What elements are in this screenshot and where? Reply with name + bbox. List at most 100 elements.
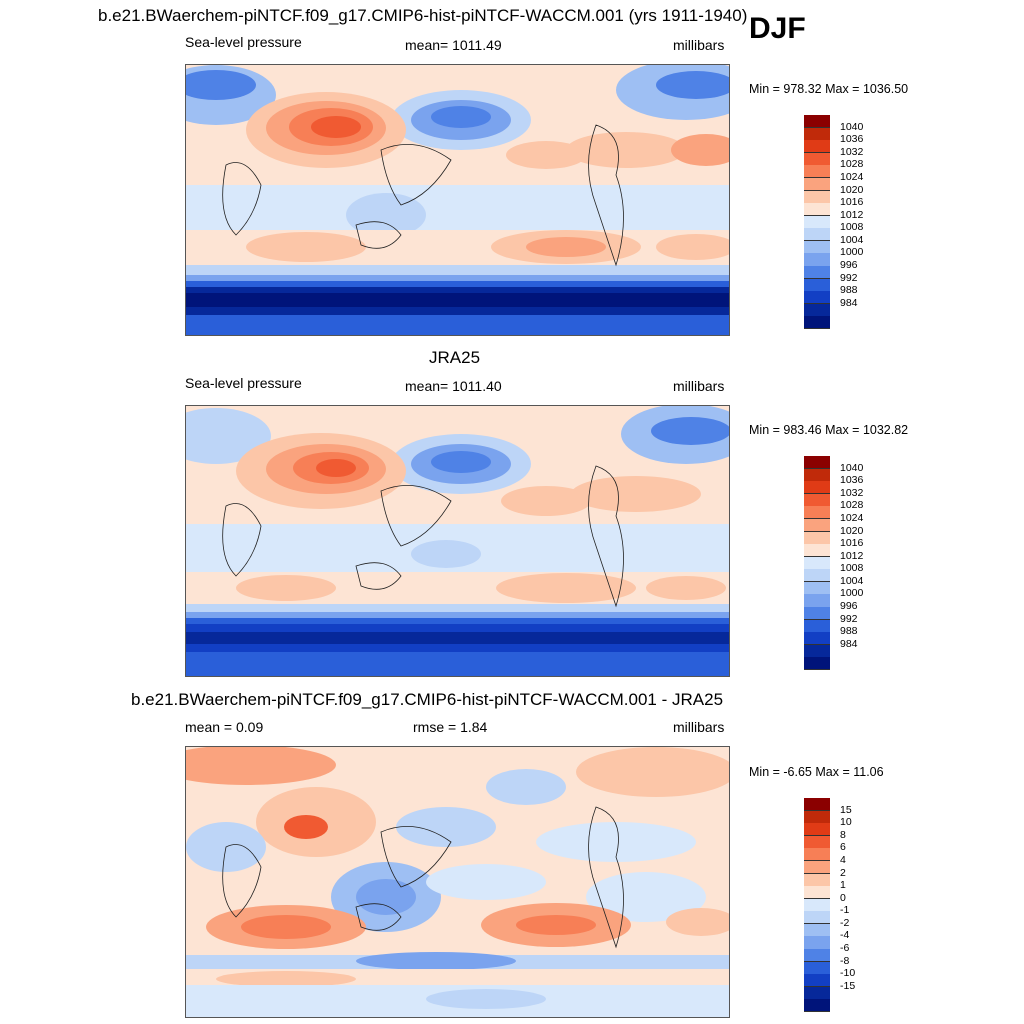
coastline <box>588 465 624 608</box>
coastline <box>588 124 624 267</box>
colorbar-box <box>804 898 830 912</box>
blob <box>186 747 336 785</box>
colorbar-label: -2 <box>840 916 850 929</box>
band <box>186 281 729 289</box>
colorbar-box <box>804 848 830 862</box>
blob <box>586 872 706 922</box>
panel-1-variable-label: Sea-level pressure <box>185 34 302 50</box>
colorbar-label: -6 <box>840 942 850 955</box>
blob <box>571 476 701 512</box>
colorbar-label: 15 <box>840 803 852 816</box>
blob <box>516 915 596 935</box>
blob <box>566 132 686 168</box>
colorbar-box <box>804 607 830 621</box>
panel-1-title: b.e21.BWaerchem-piNTCF.f09_g17.CMIP6-his… <box>98 6 748 25</box>
panel-3-rmse-label: rmse = 1.84 <box>413 719 488 735</box>
panel-3-units-label: millibars <box>673 719 725 735</box>
blob <box>411 540 481 568</box>
colorbar-box <box>804 581 830 595</box>
blob <box>356 952 516 970</box>
colorbar-box <box>804 569 830 583</box>
colorbar-label: 1000 <box>840 587 864 600</box>
panel-2-map <box>185 405 730 677</box>
blob <box>431 106 491 128</box>
colorbar-box <box>804 278 830 292</box>
colorbar-label: 1016 <box>840 196 864 209</box>
colorbar-label: 1032 <box>840 486 864 499</box>
colorbar-label: 1028 <box>840 158 864 171</box>
blob <box>651 417 729 445</box>
blob <box>426 989 546 1009</box>
colorbar-box <box>804 823 830 837</box>
blob <box>526 237 606 257</box>
coastline <box>355 903 402 931</box>
band <box>186 612 729 620</box>
coastline <box>222 162 262 236</box>
band <box>186 604 729 614</box>
panel-1-minmax: Min = 978.32 Max = 1036.50 <box>749 82 909 96</box>
colorbar-label: 8 <box>840 828 846 841</box>
colorbar-box <box>804 228 830 242</box>
colorbar-box <box>804 810 830 824</box>
band <box>186 275 729 283</box>
colorbar-box <box>804 115 830 129</box>
colorbar-label: 1008 <box>840 221 864 234</box>
panel-2-variable-label: Sea-level pressure <box>185 375 302 391</box>
blob <box>501 486 591 516</box>
blob <box>656 234 729 260</box>
colorbar-label: 988 <box>840 625 858 638</box>
colorbar-label: -10 <box>840 967 856 980</box>
colorbar-label: 992 <box>840 271 858 284</box>
coastline <box>588 806 624 949</box>
panel-3-title: b.e21.BWaerchem-piNTCF.f09_g17.CMIP6-his… <box>131 690 724 709</box>
colorbar-label: 1036 <box>840 133 864 146</box>
colorbar-box <box>804 556 830 570</box>
colorbar-box <box>804 986 830 1000</box>
colorbar-label: 1012 <box>840 549 864 562</box>
blob <box>284 815 328 839</box>
colorbar-label: 1004 <box>840 574 864 587</box>
blob <box>316 459 356 477</box>
colorbar-label: 1020 <box>840 524 864 537</box>
blob <box>216 971 356 987</box>
panel-1-map <box>185 64 730 336</box>
colorbar-label: 1024 <box>840 170 864 183</box>
colorbar-box <box>804 860 830 875</box>
panel-2-mean-label: mean= 1011.40 <box>405 378 502 394</box>
colorbar-label: 1040 <box>840 461 864 474</box>
band <box>186 315 729 335</box>
colorbar-label: -1 <box>840 904 850 917</box>
band <box>186 618 729 626</box>
colorbar-box <box>804 644 830 658</box>
colorbar-box <box>804 140 830 154</box>
coastline <box>222 503 262 577</box>
colorbar-label: 1004 <box>840 233 864 246</box>
coastline <box>222 844 262 918</box>
blob <box>656 71 729 99</box>
coastline <box>380 144 452 206</box>
band <box>186 652 729 676</box>
colorbar-box <box>804 215 830 229</box>
colorbar-label: 1028 <box>840 499 864 512</box>
blob <box>431 451 491 473</box>
panel-3-colorbar: 15 10 8 6 4 2 1 0 -1 -2 -4 -6 -8 -10 -15 <box>804 798 855 1013</box>
colorbar-label: -8 <box>840 954 850 967</box>
coastline <box>380 826 452 888</box>
colorbar-box <box>804 531 830 545</box>
colorbar-label: 1036 <box>840 474 864 487</box>
colorbar-box <box>804 594 830 608</box>
blob <box>486 769 566 805</box>
colorbar-box <box>804 266 830 280</box>
panel-2-title: JRA25 <box>429 348 481 367</box>
blob <box>506 141 586 169</box>
colorbar-box <box>804 253 830 267</box>
blob <box>666 908 729 936</box>
blob <box>671 134 729 166</box>
colorbar-label: 4 <box>840 853 846 866</box>
colorbar-label: 1016 <box>840 537 864 550</box>
blob <box>356 879 416 915</box>
colorbar-box <box>804 936 830 950</box>
blob <box>236 575 336 601</box>
colorbar-box <box>804 518 830 533</box>
colorbar-label: 984 <box>840 637 858 650</box>
